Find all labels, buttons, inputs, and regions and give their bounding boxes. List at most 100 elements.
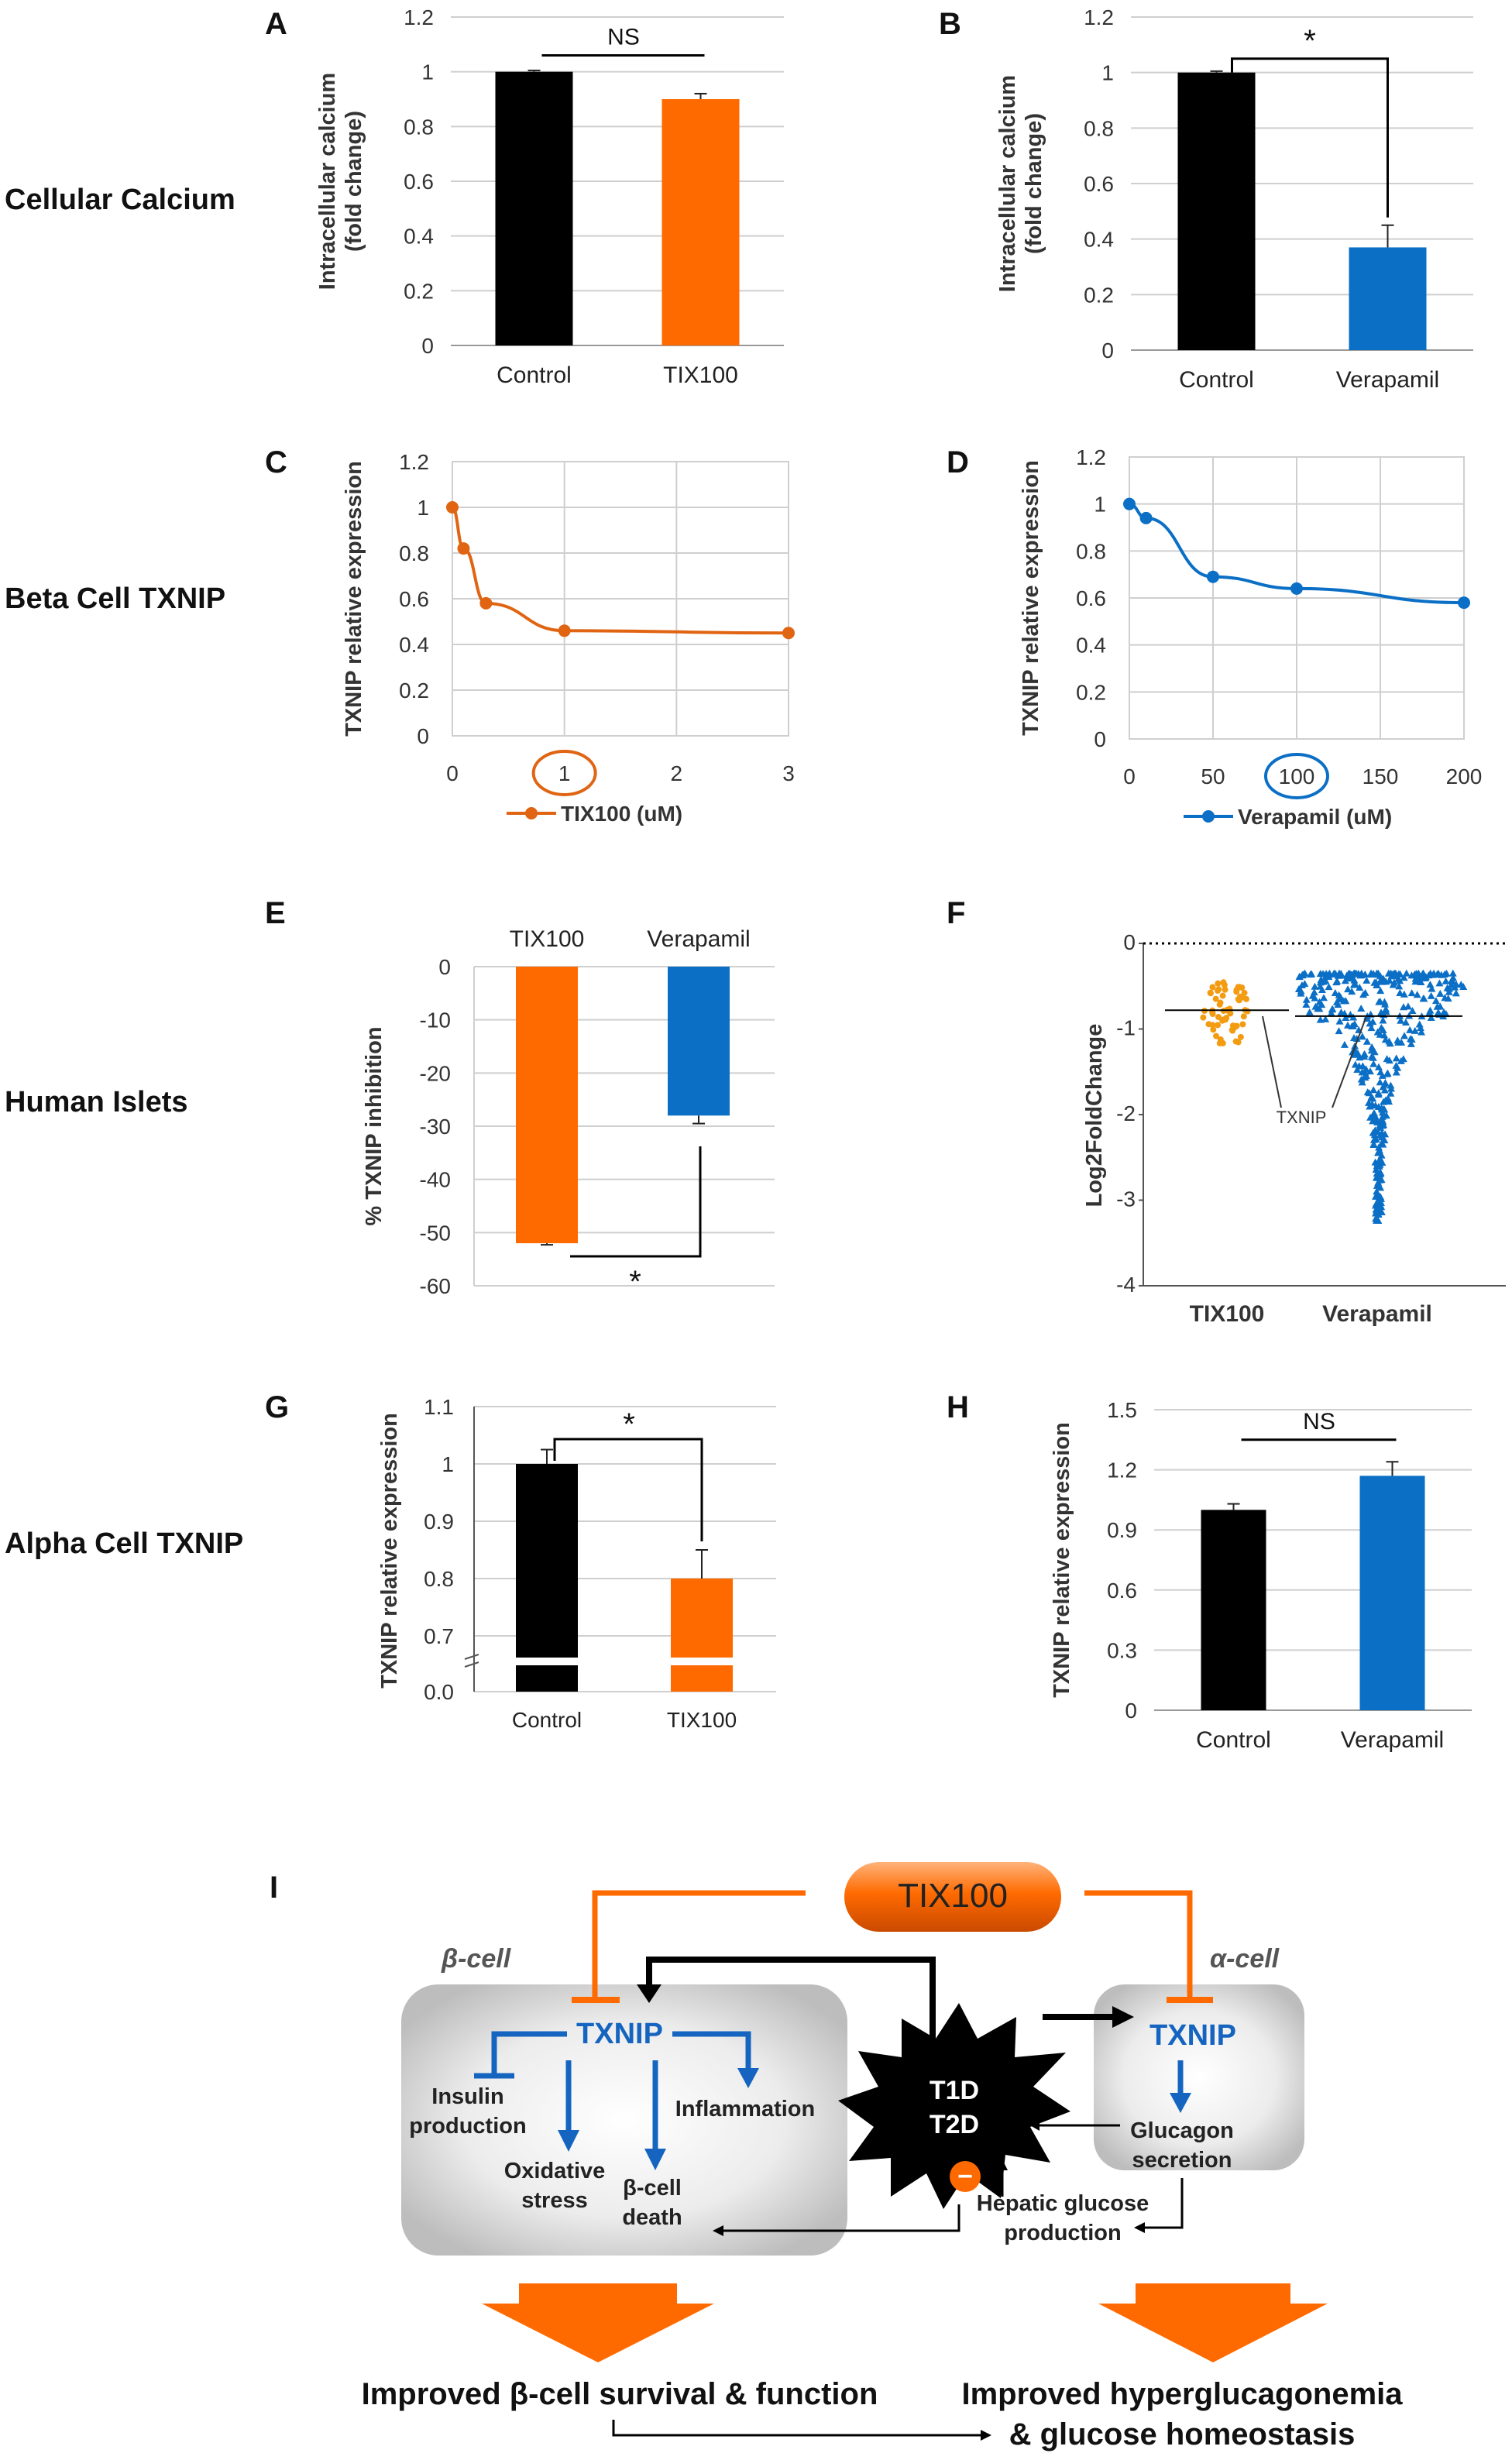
y-tick-label: 1.2 (1107, 1458, 1137, 1483)
y-tick-label: 0.6 (404, 170, 434, 194)
minus-sign: − (957, 2162, 973, 2191)
data-point-verapamil (1366, 1067, 1374, 1075)
x-category-label: TIX100 (663, 362, 738, 388)
insulin-line1: Insulin (431, 2084, 503, 2109)
y-axis-title: (fold change) (1022, 113, 1046, 254)
y-tick-label: 0.6 (399, 587, 429, 611)
data-point-verapamil (1427, 1013, 1435, 1021)
glucagon-line2: secretion (1132, 2148, 1232, 2173)
data-point-verapamil (1417, 978, 1425, 986)
panel-letter-g: G (265, 1390, 289, 1424)
data-point-verapamil (1360, 1053, 1369, 1060)
y-tick-label: 0.6 (1076, 586, 1106, 610)
y-tick-label: 1.5 (1107, 1398, 1137, 1422)
data-point-verapamil (1374, 1211, 1383, 1218)
data-point-verapamil (1394, 974, 1403, 982)
x-category-label: TIX100 (667, 1708, 737, 1732)
x-tick-label: 200 (1446, 764, 1483, 789)
data-point-verapamil (1335, 1027, 1343, 1035)
data-point-tix100 (1213, 1032, 1220, 1039)
inflammation-text: Inflammation (675, 2097, 815, 2122)
data-point-verapamil (1382, 1005, 1390, 1012)
data-point-tix100 (1210, 1026, 1217, 1033)
data-point-verapamil (1370, 1111, 1379, 1118)
data-point (782, 627, 795, 640)
data-point-verapamil (1431, 997, 1440, 1005)
data-point-verapamil (1348, 988, 1356, 995)
axis-break-mark (464, 1654, 479, 1660)
data-point (479, 596, 493, 610)
data-point-tix100 (1237, 1033, 1244, 1040)
data-point-verapamil (1385, 1037, 1393, 1045)
data-point-tix100 (1217, 1036, 1224, 1043)
x-category-label: Verapamil (647, 926, 750, 952)
mechanism-diagram: β-cell α-cell TIX100 TXNIP TXNIP Insulin… (362, 1862, 1403, 2451)
death-arrowhead (644, 2149, 666, 2170)
data-point-tix100 (1207, 989, 1214, 996)
y-axis-title: Log2FoldChange (1082, 1024, 1107, 1208)
y-axis-title: (fold change) (342, 111, 366, 252)
y-tick-label: -3 (1116, 1187, 1136, 1211)
data-point-verapamil (1428, 984, 1436, 992)
data-point (1123, 497, 1136, 510)
data-point-verapamil (1355, 1062, 1363, 1070)
data-point-verapamil (1316, 982, 1325, 990)
data-point-tix100 (1209, 984, 1216, 991)
panel-letter-f: F (947, 896, 965, 930)
data-point-verapamil (1369, 970, 1378, 977)
data-point-verapamil (1434, 1008, 1442, 1016)
y-tick-label: 0.0 (424, 1680, 454, 1704)
y-tick-label: 1.2 (1084, 5, 1114, 29)
data-point-verapamil (1401, 1018, 1410, 1026)
data-point-verapamil (1376, 977, 1384, 984)
data-point (558, 624, 571, 637)
drug-pill (844, 1862, 1061, 1932)
data-point-tix100 (1220, 979, 1227, 986)
data-point-verapamil (1373, 1173, 1382, 1181)
disease-to-beta-arrowhead (637, 1984, 662, 2003)
data-point-verapamil (1373, 1162, 1381, 1170)
data-point-verapamil (1379, 1140, 1387, 1148)
data-point-verapamil (1370, 1048, 1379, 1056)
oxidative-line2: stress (521, 2188, 587, 2213)
data-point-verapamil (1412, 970, 1421, 977)
significance-bracket (1231, 57, 1389, 218)
data-point-verapamil (1387, 1084, 1395, 1092)
data-point-verapamil (1331, 989, 1339, 997)
y-tick-label: 0.8 (399, 541, 429, 565)
data-point (1290, 582, 1303, 595)
data-point-verapamil (1373, 1187, 1381, 1195)
y-tick-label: 0.8 (424, 1567, 454, 1591)
outcome-arrow-right (1098, 2283, 1328, 2362)
data-point-verapamil (1359, 991, 1368, 998)
data-point-verapamil (1441, 994, 1449, 1002)
x-category-label: Control (512, 1708, 582, 1732)
data-point-tix100 (1240, 1013, 1247, 1020)
chart-g: 0.0 0.7 0.8 0.9 1 1.1 Control TIX100 * TXNIP rela… (377, 1395, 776, 1732)
data-point-verapamil (1393, 1036, 1402, 1044)
t2d-label: T2D (930, 2110, 979, 2139)
data-point-tix100 (1217, 999, 1224, 1006)
y-tick-label: 1 (421, 60, 434, 84)
bar-control (495, 71, 573, 346)
y-tick-label: -1 (1116, 1016, 1136, 1040)
data-point-verapamil (1357, 1005, 1366, 1012)
row-label-beta-txnip: Beta Cell TXNIP (5, 582, 225, 615)
y-tick-label: -4 (1116, 1273, 1136, 1297)
y-axis-title: TXNIP relative expression (1050, 1422, 1074, 1698)
y-tick-label: 0.8 (404, 115, 434, 139)
glucagon-arrowhead (1170, 2093, 1191, 2113)
significance-star: * (623, 1407, 635, 1441)
data-point-tix100 (1232, 1038, 1239, 1045)
x-category-label: Verapamil (1336, 367, 1439, 393)
bar-verapamil (1359, 1476, 1425, 1710)
data-point-verapamil (1353, 1049, 1362, 1056)
glucagon-line1: Glucagon (1130, 2118, 1234, 2143)
y-tick-label: 0.2 (1084, 283, 1114, 307)
significance-star: * (629, 1265, 641, 1299)
highlight-circle (1264, 753, 1329, 799)
data-point-verapamil (1374, 1091, 1383, 1098)
y-tick-label: 0.8 (1084, 116, 1114, 140)
bar-control (1201, 1510, 1266, 1710)
panel-letter-c: C (265, 445, 287, 479)
